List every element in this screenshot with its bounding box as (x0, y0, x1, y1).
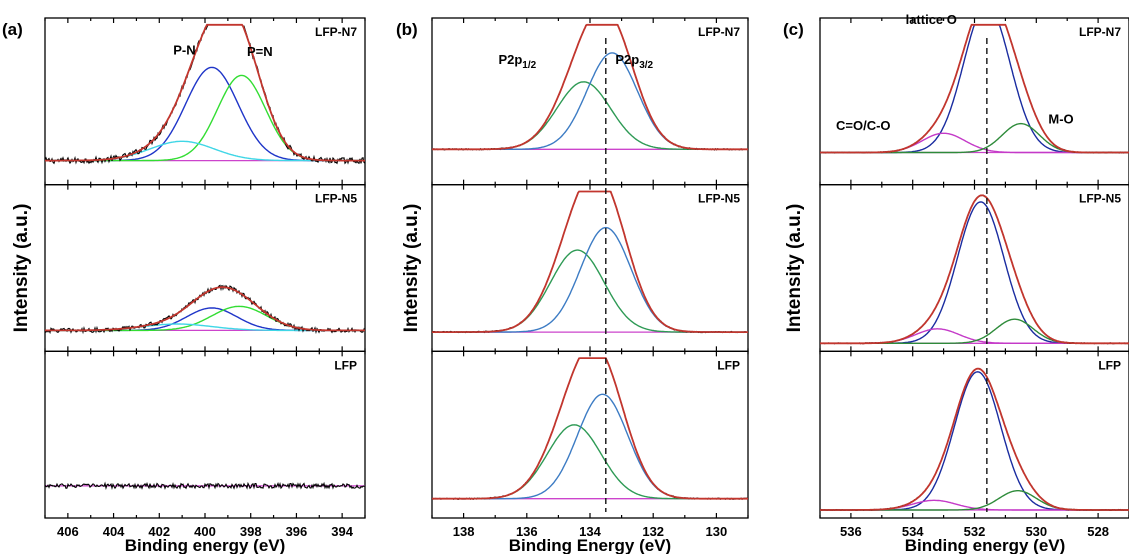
fit-component (432, 249, 748, 333)
raw-spectrum (44, 481, 365, 490)
subplot-lfp-n5: LFP-N5 (431, 184, 749, 352)
raw-spectrum (44, 24, 366, 165)
fit-component (820, 371, 1129, 511)
panel-o1s: (c)Intensity (a.u.)Binding energy (eV)53… (783, 12, 1129, 554)
raw-spectrum (819, 368, 1129, 512)
fit-component (820, 201, 1129, 344)
x-axis-label: Binding Energy (eV) (509, 536, 671, 554)
fit-component (45, 305, 365, 332)
y-axis-label: Intensity (a.u.) (11, 204, 32, 333)
x-tick-label: 402 (148, 524, 170, 539)
sample-label: LFP (1098, 358, 1121, 372)
subplot-lfp: LFP (431, 350, 749, 519)
fit-envelope (45, 23, 365, 162)
x-tick-label: 536 (840, 524, 862, 539)
fit-component (432, 424, 748, 500)
fit-component (432, 226, 748, 333)
fit-component (820, 24, 1129, 154)
fit-component (432, 393, 748, 500)
fit-component (820, 490, 1129, 511)
sample-label: LFP-N5 (315, 192, 357, 206)
raw-spectrum (820, 194, 1129, 345)
x-tick-label: 528 (1087, 524, 1109, 539)
fit-component (432, 81, 748, 150)
sample-label: LFP-N7 (1079, 25, 1121, 39)
subplot-lfp: LFP (44, 350, 366, 519)
x-axis-label: Binding energy (eV) (125, 536, 286, 554)
x-tick-label: 534 (902, 524, 924, 539)
fit-component (45, 74, 365, 162)
fit-envelope (820, 194, 1129, 345)
x-tick-label: 532 (964, 524, 986, 539)
x-tick-label: 394 (331, 524, 353, 539)
subplot-frame (431, 17, 749, 186)
subplot-frame (431, 350, 749, 519)
x-tick-label: 134 (579, 524, 601, 539)
x-tick-label: 132 (642, 524, 664, 539)
raw-spectrum (819, 24, 1129, 154)
subplot-lfp-n7: LFP-N7 lattice O C=O/C-O M-O (819, 12, 1129, 186)
panel-letter: (a) (2, 20, 23, 39)
peak-annotation: P2p3/2 (615, 52, 653, 71)
x-tick-label: 530 (1025, 524, 1047, 539)
raw-spectrum (431, 190, 748, 334)
fit-component (45, 140, 365, 162)
subplot-frame (819, 350, 1129, 519)
raw-spectrum (431, 357, 749, 501)
x-tick-label: 130 (706, 524, 728, 539)
subplot-lfp-n5: LFP-N5 (44, 184, 366, 352)
fit-component (432, 52, 748, 150)
raw-spectrum (431, 24, 749, 151)
x-tick-label: 136 (516, 524, 538, 539)
fit-envelope (820, 367, 1129, 511)
x-tick-label: 138 (453, 524, 475, 539)
peak-annotation: P-N (173, 43, 195, 58)
panel-n1s: (a)Intensity (a.u.)Binding energy (eV)40… (2, 17, 366, 554)
subplot-frame (819, 184, 1129, 352)
peak-annotation: P=N (247, 44, 273, 59)
fit-envelope (432, 357, 748, 500)
x-axis-label: Binding energy (eV) (905, 536, 1066, 554)
subplot-frame (44, 350, 366, 519)
sample-label: LFP-N5 (1079, 192, 1121, 206)
subplot-frame (431, 184, 749, 352)
fit-envelope (45, 286, 365, 332)
y-axis-label: Intensity (a.u.) (401, 204, 422, 333)
fit-envelope (820, 23, 1129, 154)
y-axis-label: Intensity (a.u.) (784, 204, 805, 333)
sample-label: LFP-N7 (698, 25, 740, 39)
x-tick-label: 396 (286, 524, 308, 539)
subplot-lfp-n7: LFP-N7 P-N P=N (44, 17, 366, 186)
fit-envelope (432, 23, 748, 151)
subplot-lfp-n5: LFP-N5 (819, 184, 1129, 352)
peak-annotation: C=O/C-O (836, 118, 891, 133)
subplot-lfp: LFP (819, 350, 1129, 519)
x-tick-label: 398 (240, 524, 262, 539)
peak-annotation: P2p1/2 (498, 52, 536, 71)
x-tick-label: 400 (194, 524, 216, 539)
panel-letter: (b) (396, 20, 418, 39)
sample-label: LFP (717, 358, 740, 372)
panel-p2p: (b)Intensity (a.u.)Binding Energy (eV)13… (396, 17, 749, 554)
panel-letter: (c) (783, 20, 804, 39)
subplot-frame (819, 17, 1129, 186)
sample-label: LFP (334, 358, 357, 372)
peak-annotation: lattice O (906, 12, 957, 27)
sample-label: LFP-N5 (698, 192, 740, 206)
peak-annotation: M-O (1048, 112, 1073, 127)
fit-component (820, 132, 1129, 154)
x-tick-label: 404 (103, 524, 125, 539)
fit-component (45, 66, 365, 162)
x-tick-label: 406 (57, 524, 79, 539)
sample-label: LFP-N7 (315, 25, 357, 39)
subplot-lfp-n7: LFP-N7 P2p1/2 P2p3/2 (431, 17, 749, 186)
raw-spectrum (44, 284, 366, 335)
fit-envelope (432, 190, 748, 333)
